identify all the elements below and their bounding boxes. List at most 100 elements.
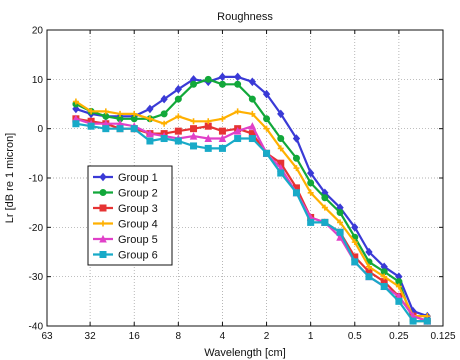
data-point bbox=[160, 135, 168, 143]
data-point bbox=[174, 95, 182, 103]
y-axis: -40 -30 -20 -10 0 10 20 bbox=[29, 26, 443, 333]
legend-label: Group 3 bbox=[118, 203, 158, 215]
data-point bbox=[161, 120, 168, 127]
y-tick-label: -20 bbox=[29, 223, 44, 234]
data-point bbox=[218, 134, 227, 143]
data-point bbox=[307, 189, 314, 196]
data-point bbox=[321, 204, 328, 211]
data-point bbox=[277, 145, 284, 152]
x-tick-label: 0.5 bbox=[348, 331, 362, 342]
legend-label: Group 1 bbox=[118, 172, 158, 184]
y-tick-label: -30 bbox=[29, 272, 44, 283]
data-point bbox=[174, 127, 182, 135]
data-point bbox=[219, 115, 226, 122]
legend-item: Group 2 bbox=[93, 188, 158, 200]
data-point bbox=[307, 218, 315, 226]
data-point bbox=[146, 129, 154, 138]
data-point bbox=[205, 118, 212, 125]
data-point bbox=[218, 144, 226, 152]
legend-marker bbox=[99, 172, 107, 182]
x-axis-title: Wavelength [cm] bbox=[204, 347, 286, 359]
data-point bbox=[277, 135, 285, 143]
legend-label: Group 4 bbox=[118, 219, 158, 231]
data-point bbox=[249, 110, 256, 117]
data-point bbox=[190, 125, 198, 133]
y-tick-label: -10 bbox=[29, 174, 44, 185]
data-point bbox=[292, 154, 300, 162]
data-point bbox=[351, 258, 359, 266]
series-layer bbox=[72, 72, 432, 325]
data-point bbox=[409, 317, 417, 325]
data-point bbox=[321, 194, 329, 202]
x-tick-label: 1 bbox=[308, 331, 314, 342]
data-point bbox=[218, 72, 227, 82]
data-point bbox=[102, 125, 110, 133]
data-point bbox=[88, 108, 95, 115]
data-point bbox=[72, 98, 79, 105]
data-point bbox=[351, 223, 359, 232]
data-point bbox=[263, 149, 271, 157]
x-tick-label: 2 bbox=[264, 331, 270, 342]
data-point bbox=[130, 125, 138, 133]
data-point bbox=[307, 179, 315, 187]
legend-label: Group 2 bbox=[118, 188, 158, 200]
legend-marker bbox=[100, 220, 106, 227]
data-point bbox=[248, 77, 257, 87]
data-point bbox=[262, 89, 271, 99]
x-tick-label: 63 bbox=[41, 331, 53, 342]
data-point bbox=[87, 122, 95, 130]
legend-item: Group 1 bbox=[93, 172, 158, 184]
series-6 bbox=[72, 120, 431, 325]
legend-label: Group 5 bbox=[118, 234, 158, 246]
data-point bbox=[116, 125, 124, 133]
legend-item: Group 6 bbox=[93, 250, 158, 262]
data-point bbox=[277, 109, 285, 119]
data-point bbox=[72, 120, 80, 128]
y-tick-label: -40 bbox=[29, 322, 44, 333]
legend-marker bbox=[99, 251, 107, 258]
legend-marker bbox=[99, 189, 107, 196]
y-tick-label: 0 bbox=[37, 124, 43, 135]
data-point bbox=[131, 110, 138, 117]
data-point bbox=[336, 209, 344, 217]
y-axis-title: Lr [dB re 1 micron] bbox=[4, 133, 16, 223]
data-point bbox=[263, 125, 270, 132]
data-point bbox=[365, 263, 372, 270]
data-point bbox=[190, 80, 198, 88]
series-4 bbox=[72, 98, 431, 320]
y-tick-label: 10 bbox=[32, 75, 44, 86]
data-point bbox=[263, 115, 271, 123]
data-point bbox=[102, 108, 109, 115]
legend-item: Group 5 bbox=[93, 234, 158, 246]
legend: Group 1 Group 2 Group 3 Group 4 Group 5 Group… bbox=[87, 165, 173, 266]
data-point bbox=[174, 137, 182, 145]
legend-box bbox=[87, 165, 173, 266]
data-point bbox=[218, 80, 226, 88]
legend-label: Group 6 bbox=[118, 250, 158, 262]
data-point bbox=[72, 104, 80, 114]
data-point bbox=[380, 283, 388, 291]
data-point bbox=[248, 122, 257, 130]
x-tick-label: 4 bbox=[220, 331, 226, 342]
data-point bbox=[146, 115, 153, 122]
data-point bbox=[336, 228, 344, 236]
data-point bbox=[365, 273, 373, 281]
x-tick-label: 16 bbox=[129, 331, 141, 342]
data-point bbox=[321, 218, 329, 226]
data-point bbox=[117, 110, 124, 117]
legend-item: Group 3 bbox=[93, 203, 158, 215]
x-tick-label: 8 bbox=[176, 331, 182, 342]
x-axis: 63 32 16 8 4 2 1 0.5 0.25 0.125 bbox=[41, 30, 456, 342]
x-tick-label: 0.125 bbox=[430, 331, 455, 342]
data-point bbox=[234, 80, 242, 88]
data-point bbox=[365, 247, 373, 257]
data-point bbox=[248, 95, 256, 103]
data-point bbox=[381, 273, 388, 280]
data-point bbox=[190, 142, 198, 150]
legend-marker bbox=[99, 234, 107, 243]
data-point bbox=[218, 127, 226, 135]
x-tick-label: 32 bbox=[85, 331, 97, 342]
data-point bbox=[277, 169, 285, 177]
data-point bbox=[174, 84, 182, 94]
